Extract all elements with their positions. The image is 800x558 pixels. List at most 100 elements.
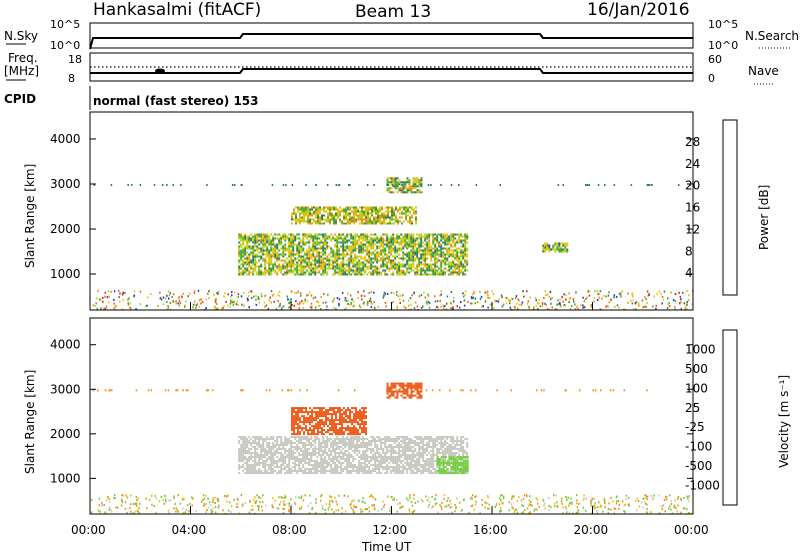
velocity-cell xyxy=(309,417,311,419)
velocity-cell xyxy=(291,417,293,419)
velocity-cell xyxy=(343,413,345,415)
power-cell xyxy=(408,254,410,256)
velocity-cell xyxy=(318,442,320,444)
power-scatter-cell xyxy=(306,295,308,297)
power-cell xyxy=(323,215,325,217)
power-cell xyxy=(335,223,337,225)
velocity-cell xyxy=(412,440,414,442)
velocity-cell xyxy=(392,446,394,448)
power-cell xyxy=(379,221,381,223)
velocity-cell xyxy=(322,454,324,456)
velocity-cell xyxy=(254,452,256,454)
velocity-cell xyxy=(332,450,334,452)
velocity-cell xyxy=(319,413,321,415)
power-cell xyxy=(442,260,444,262)
power-cell xyxy=(250,268,252,270)
power-cell xyxy=(462,256,464,258)
power-scatter-cell xyxy=(114,290,116,292)
power-cell xyxy=(386,258,388,260)
velocity-cell xyxy=(408,446,410,448)
power-cell xyxy=(434,266,436,268)
velocity-cell xyxy=(378,466,380,468)
velocity-cell xyxy=(442,442,444,444)
power-cell xyxy=(354,260,356,262)
power-cell xyxy=(392,256,394,258)
velocity-cell xyxy=(400,462,402,464)
velocity-cell xyxy=(264,448,266,450)
power-cell xyxy=(426,254,428,256)
velocity-cell xyxy=(324,444,326,446)
power-cell xyxy=(377,221,379,223)
velocity-cell xyxy=(384,468,386,470)
power-cell xyxy=(254,236,256,238)
power-cell xyxy=(352,248,354,250)
power-scatter-cell xyxy=(540,305,542,307)
power-cell xyxy=(410,242,412,244)
power-cell xyxy=(342,262,344,264)
power-scatter-cell xyxy=(437,300,439,302)
velocity-cell xyxy=(444,444,446,446)
power-cell xyxy=(290,270,292,272)
velocity-cell xyxy=(334,458,336,460)
velocity-cell xyxy=(386,438,388,440)
velocity-cell xyxy=(384,436,386,438)
power-cell xyxy=(278,254,280,256)
power-cell xyxy=(381,217,383,219)
velocity-cell xyxy=(266,454,268,456)
velocity-cell xyxy=(325,421,327,423)
velocity-cell xyxy=(402,448,404,450)
power-cell xyxy=(278,256,280,258)
velocity-cell xyxy=(380,456,382,458)
power-cell xyxy=(354,240,356,242)
velocity-cell xyxy=(396,466,398,468)
velocity-cell xyxy=(324,468,326,470)
velocity-cell xyxy=(300,436,302,438)
power-cell xyxy=(390,242,392,244)
power-cell xyxy=(244,252,246,254)
velocity-cell xyxy=(270,438,272,440)
velocity-cell xyxy=(278,470,280,472)
velocity-cell xyxy=(446,446,448,448)
velocity-cell xyxy=(266,450,268,452)
power-cell xyxy=(360,250,362,252)
velocity-cell xyxy=(321,431,323,433)
velocity-cell xyxy=(344,466,346,468)
power-cell xyxy=(420,244,422,246)
power-scatter-cell xyxy=(177,302,179,304)
power-cell xyxy=(316,250,318,252)
velocity-cell xyxy=(346,460,348,462)
velocity-cell xyxy=(392,438,394,440)
power-cell xyxy=(393,215,395,217)
velocity-cell xyxy=(372,438,374,440)
power-cell xyxy=(454,270,456,272)
velocity-cell xyxy=(358,462,360,464)
velocity-cell xyxy=(266,446,268,448)
power-cell xyxy=(323,207,325,209)
power-cell xyxy=(316,266,318,268)
power-cell xyxy=(409,211,411,213)
power-cell xyxy=(338,254,340,256)
power-cell xyxy=(462,274,464,276)
velocity-cell xyxy=(238,436,240,438)
power-cell xyxy=(256,248,258,250)
power-cell xyxy=(291,223,293,225)
power-scatter-cell xyxy=(274,301,276,303)
power-cell xyxy=(414,254,416,256)
power-cell xyxy=(403,209,405,211)
velocity-cell xyxy=(297,423,299,425)
velocity-cell xyxy=(307,421,309,423)
velocity-cell xyxy=(438,448,440,450)
velocity-cell xyxy=(238,456,240,458)
velocity-cell xyxy=(334,466,336,468)
power-cell xyxy=(370,268,372,270)
power-cell xyxy=(430,250,432,252)
power-cell xyxy=(310,250,312,252)
power-cell xyxy=(266,250,268,252)
power-cell xyxy=(268,262,270,264)
power-scatter-cell xyxy=(122,294,124,296)
velocity-cell xyxy=(462,436,464,438)
power-cell xyxy=(399,217,401,219)
power-scatter-cell xyxy=(667,297,669,299)
power-cell xyxy=(418,260,420,262)
velocity-cell xyxy=(272,470,274,472)
